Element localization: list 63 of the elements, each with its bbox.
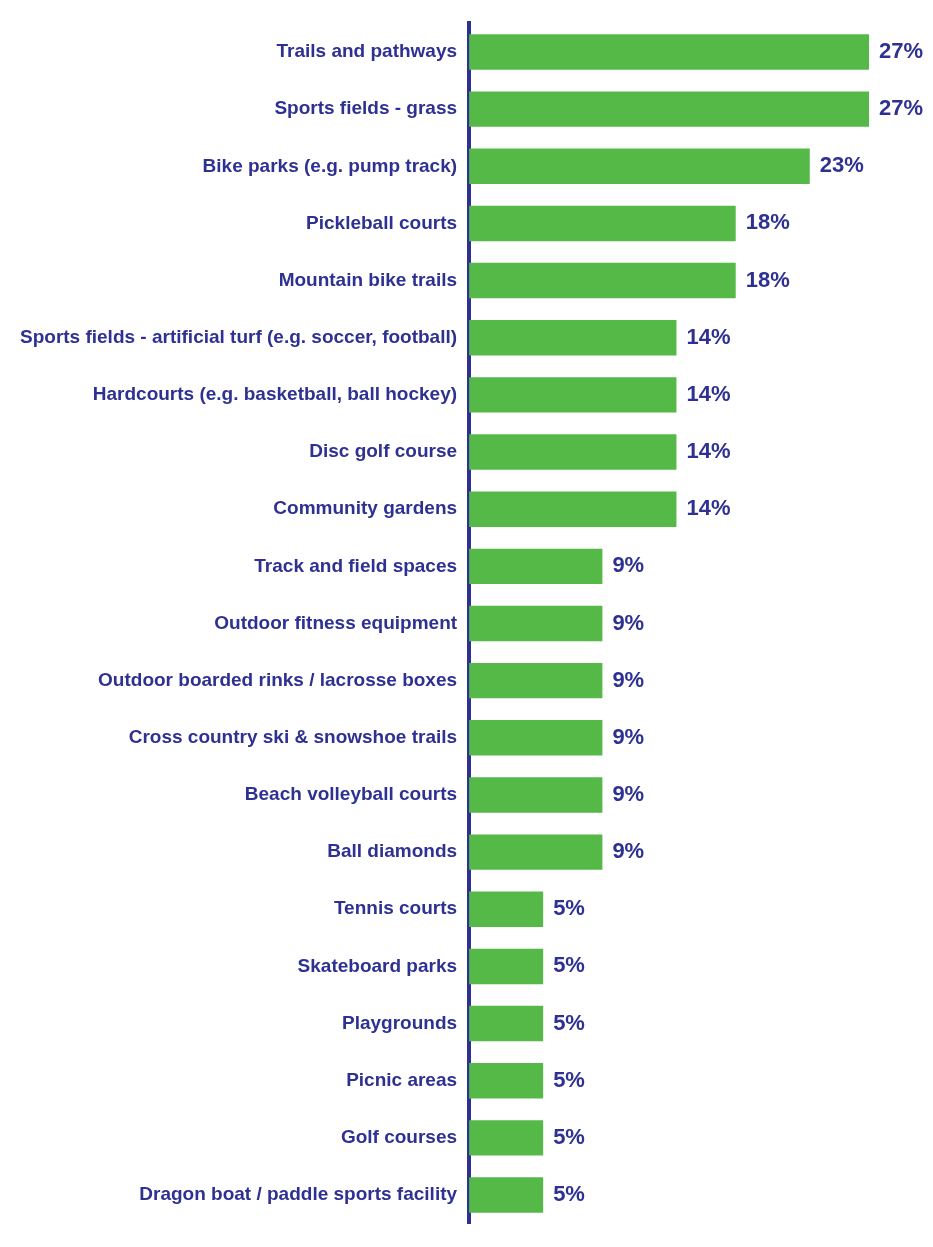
- y-tick-label: Golf courses: [340, 1126, 458, 1148]
- y-tick-label: Pickleball courts: [306, 211, 458, 233]
- bar: [469, 548, 603, 585]
- bar: [469, 891, 544, 927]
- y-tick-label: Disc golf course: [309, 440, 458, 462]
- y-tick-label: Outdoor boarded rinks / lacrosse boxes: [98, 668, 458, 690]
- y-tick-label: Tennis courts: [333, 897, 458, 919]
- y-tick-label: Trails and pathways: [276, 40, 458, 62]
- data-label: 27%: [879, 38, 924, 64]
- y-tick-label: Sports fields - grass: [274, 97, 458, 119]
- data-label: 14%: [686, 438, 731, 464]
- data-label: 18%: [745, 209, 790, 235]
- data-label: 9%: [612, 781, 645, 807]
- bar: [469, 434, 677, 470]
- y-tick-label: Beach volleyball courts: [244, 783, 458, 805]
- data-label: 27%: [879, 95, 924, 121]
- bar: [469, 34, 870, 70]
- data-label: 5%: [553, 895, 585, 921]
- data-label: 14%: [686, 495, 731, 521]
- bar: [469, 948, 544, 985]
- data-label: 5%: [553, 1009, 585, 1035]
- bar: [469, 205, 736, 242]
- y-tick-label: Cross country ski & snowshoe trails: [128, 726, 458, 748]
- data-label: 14%: [686, 323, 731, 349]
- bar: [469, 320, 677, 356]
- data-label: 5%: [553, 952, 585, 978]
- y-tick-label: Track and field spaces: [254, 554, 458, 576]
- bar: [469, 491, 677, 527]
- data-label: 5%: [553, 1181, 585, 1207]
- bar: [469, 377, 677, 413]
- y-tick-label: Skateboard parks: [297, 954, 458, 976]
- y-tick-label: Outdoor fitness equipment: [214, 611, 458, 633]
- bar: [469, 605, 603, 642]
- data-label: 9%: [612, 552, 645, 578]
- bar: [469, 148, 810, 184]
- data-label: 5%: [553, 1066, 585, 1092]
- bar: [469, 1005, 544, 1042]
- data-label: 5%: [553, 1123, 585, 1149]
- data-label: 9%: [612, 838, 645, 864]
- data-label: 9%: [612, 609, 645, 635]
- data-label: 9%: [612, 723, 645, 749]
- data-label: 14%: [686, 380, 731, 406]
- y-tick-label: Hardcourts (e.g. basketball, ball hockey): [92, 383, 458, 405]
- bar: [469, 834, 603, 870]
- bar: [469, 262, 736, 299]
- y-tick-label: Community gardens: [273, 497, 458, 519]
- y-tick-label: Playgrounds: [342, 1011, 458, 1033]
- y-tick-label: Mountain bike trails: [278, 268, 458, 290]
- y-tick-label: Ball diamonds: [327, 840, 458, 862]
- bar: [469, 1063, 544, 1099]
- bar: [469, 662, 603, 699]
- y-tick-label: Dragon boat / paddle sports facility: [139, 1183, 458, 1205]
- bar: [469, 91, 870, 127]
- data-label: 18%: [745, 266, 790, 292]
- y-tick-label: Picnic areas: [346, 1068, 458, 1090]
- bar: [469, 777, 603, 813]
- y-tick-label: Sports fields - artificial turf (e.g. soccer, football): [20, 325, 458, 347]
- bar: [469, 1177, 544, 1213]
- bar: [469, 1120, 544, 1156]
- bar: [469, 720, 603, 756]
- y-tick-label: Bike parks (e.g. pump track): [202, 154, 458, 176]
- data-label: 23%: [819, 152, 864, 178]
- data-label: 9%: [612, 666, 645, 692]
